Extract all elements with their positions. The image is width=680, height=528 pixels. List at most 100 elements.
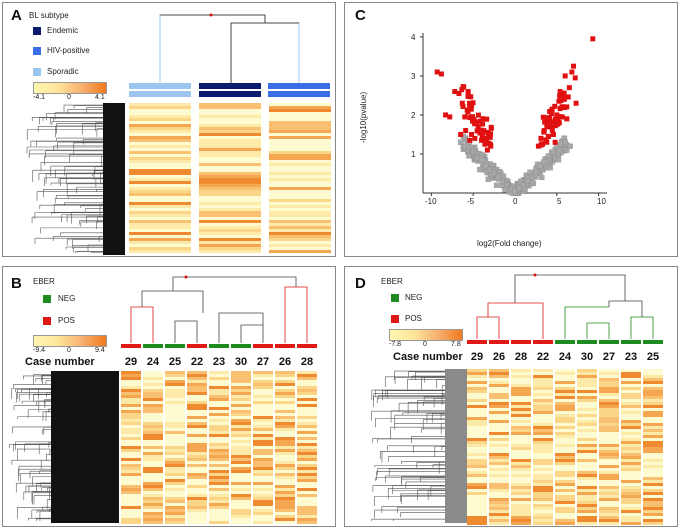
heatmap-cell <box>467 492 487 495</box>
heatmap-cell <box>621 453 641 456</box>
heatmap-cell <box>555 396 575 399</box>
scale-min: -9.4 <box>33 347 46 354</box>
point-significant <box>474 128 480 134</box>
point-significant <box>468 106 474 112</box>
heatmap-cell <box>269 103 331 106</box>
heatmap-cell <box>533 450 553 453</box>
point-significant <box>467 115 473 121</box>
heatmap-cell <box>253 452 273 455</box>
heatmap-cell <box>209 401 229 404</box>
heatmap-cell <box>599 450 619 453</box>
heatmap-cell <box>165 446 185 449</box>
heatmap-cell <box>599 378 619 381</box>
heatmap-cell <box>129 226 191 229</box>
point-significant <box>541 128 547 134</box>
eber-bar-pos <box>511 340 531 344</box>
heatmap-a <box>129 103 331 253</box>
point-significant <box>564 116 570 122</box>
heatmap-cell <box>187 479 207 482</box>
heatmap-cell <box>121 506 141 509</box>
legend-swatch-hiv <box>33 47 41 55</box>
heatmap-cell <box>253 443 273 446</box>
heatmap-cell <box>187 512 207 515</box>
heatmap-cell <box>643 384 663 387</box>
heatmap-cell <box>269 241 331 244</box>
legend-label-hiv: HIV-positive <box>47 46 90 55</box>
heatmap-cell <box>621 372 641 375</box>
point-significant <box>545 115 551 121</box>
heatmap-cell <box>143 491 163 494</box>
heatmap-cell <box>555 519 575 522</box>
heatmap-cell <box>275 458 295 461</box>
heatmap-cell <box>297 410 317 413</box>
heatmap-cell <box>199 247 261 250</box>
legend-label-sporadic: Sporadic <box>47 67 79 76</box>
point-significant <box>478 127 484 133</box>
heatmap-cell <box>643 495 663 498</box>
heatmap-cell <box>555 468 575 471</box>
heatmap-cell <box>231 410 251 413</box>
heatmap-cell <box>199 223 261 226</box>
point-significant <box>546 118 552 124</box>
point-significant <box>482 141 488 147</box>
heatmap-cell <box>143 434 163 437</box>
heatmap-cell <box>231 497 251 500</box>
heatmap-cell <box>121 497 141 500</box>
eber-bar-neg <box>621 340 641 344</box>
heatmap-cell <box>555 480 575 483</box>
heatmap-cell <box>599 453 619 456</box>
heatmap-cell <box>621 429 641 432</box>
heatmap-cell <box>209 497 229 500</box>
eber-bar-neg <box>209 344 229 348</box>
heatmap-cell <box>297 497 317 500</box>
heatmap-cell <box>511 468 531 471</box>
heatmap-cell <box>599 438 619 441</box>
heatmap-cell <box>199 199 261 202</box>
point-significant <box>535 143 541 149</box>
point-significant <box>569 69 575 75</box>
heatmap-cell <box>187 401 207 404</box>
heatmap-cell <box>187 488 207 491</box>
heatmap-cell <box>209 404 229 407</box>
heatmap-cell <box>165 392 185 395</box>
heatmap-cell <box>297 431 317 434</box>
heatmap-cell <box>643 501 663 504</box>
heatmap-cell <box>599 474 619 477</box>
heatmap-cell <box>275 470 295 473</box>
heatmap-cell <box>231 500 251 503</box>
heatmap-cell <box>121 488 141 491</box>
heatmap-cell <box>511 450 531 453</box>
heatmap-cell <box>297 422 317 425</box>
heatmap-cell <box>643 378 663 381</box>
point-not-significant <box>487 166 493 173</box>
point-not-significant <box>564 147 570 153</box>
heatmap-cell <box>297 437 317 440</box>
heatmap-cell <box>187 392 207 395</box>
heatmap-cell <box>555 498 575 501</box>
eber-bar-pos <box>121 344 141 348</box>
heatmap-cell <box>275 512 295 515</box>
heatmap-cell <box>187 494 207 497</box>
point-significant <box>443 112 449 118</box>
heatmap-cell <box>129 112 191 115</box>
heatmap-cell <box>199 118 261 121</box>
heatmap-cell <box>621 450 641 453</box>
heatmap-cell <box>165 428 185 431</box>
heatmap-cell <box>297 518 317 521</box>
heatmap-cell <box>467 450 487 453</box>
heatmap-cell <box>199 235 261 238</box>
point-significant <box>467 137 473 143</box>
heatmap-cell <box>209 458 229 461</box>
heatmap-cell <box>129 211 191 214</box>
heatmap-cell <box>467 405 487 408</box>
heatmap-cell <box>199 109 261 112</box>
heatmap-cell <box>121 461 141 464</box>
heatmap-cell <box>489 480 509 483</box>
heatmap-cell <box>489 474 509 477</box>
point-significant <box>465 89 471 95</box>
heatmap-cell <box>143 470 163 473</box>
heatmap-cell <box>269 235 331 238</box>
heatmap-cell <box>555 483 575 486</box>
heatmap-cell <box>621 378 641 381</box>
heatmap-cell <box>253 413 273 416</box>
